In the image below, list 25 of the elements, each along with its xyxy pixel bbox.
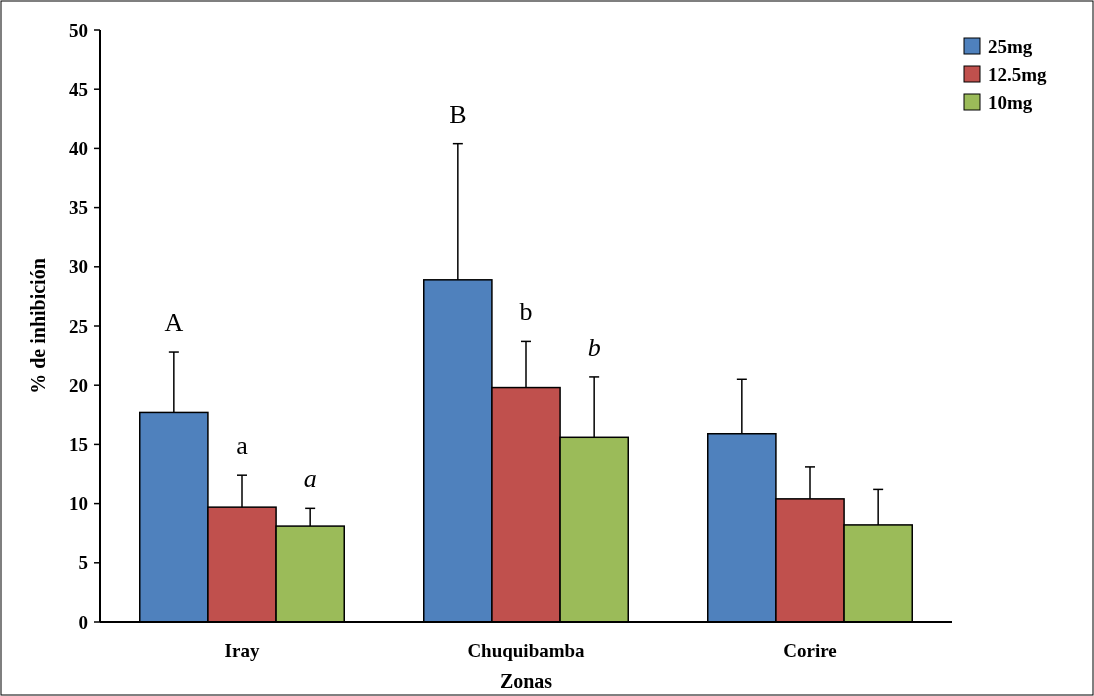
legend-label: 12.5mg <box>988 63 1048 85</box>
legend-label: 10mg <box>988 91 1033 113</box>
x-tick-label: Corire <box>783 640 837 661</box>
y-tick-label: 15 <box>69 434 88 456</box>
x-axis-title: Zonas <box>499 670 553 692</box>
legend-label: 25mg <box>988 35 1033 57</box>
y-tick-label: 45 <box>69 78 88 100</box>
annotation: B <box>449 99 467 129</box>
y-tick-label: 20 <box>69 374 88 396</box>
annotation: a <box>303 464 317 494</box>
y-tick-label: 50 <box>69 19 88 41</box>
y-tick-label: 35 <box>69 197 88 219</box>
annotation: a <box>236 431 249 461</box>
y-tick-label: 30 <box>69 256 88 278</box>
y-axis-title: % de inhibición <box>27 258 49 394</box>
y-tick-label: 5 <box>78 552 88 574</box>
annotation: b <box>519 297 533 327</box>
annotation: A <box>164 308 184 338</box>
y-tick-label: 0 <box>78 611 88 633</box>
y-tick-label: 40 <box>69 138 88 160</box>
x-tick-label: Chuquibamba <box>467 640 586 661</box>
x-tick-label: Iray <box>224 640 260 661</box>
y-tick-label: 25 <box>69 315 88 337</box>
annotation: b <box>587 333 601 363</box>
y-tick-label: 10 <box>69 493 88 515</box>
